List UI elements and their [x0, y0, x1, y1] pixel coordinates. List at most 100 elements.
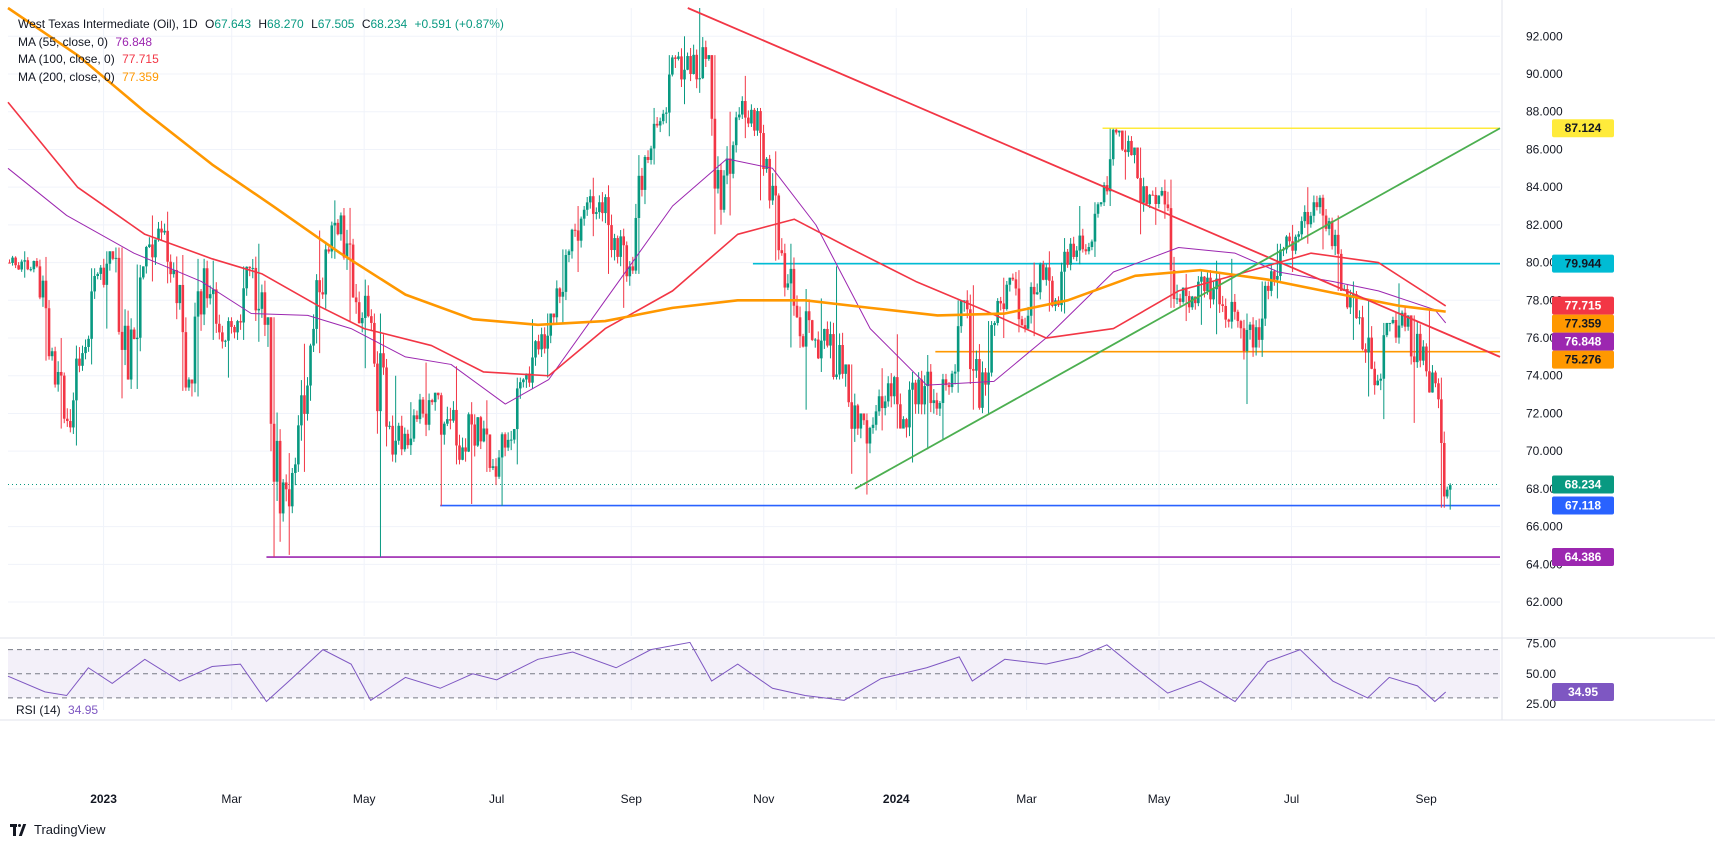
candle-body [342, 215, 346, 258]
candle-body [816, 339, 820, 359]
candle-body [196, 291, 200, 317]
candle-body [1327, 221, 1331, 229]
ohlc-close-key: C [361, 17, 371, 31]
candle-body [500, 434, 504, 458]
candle-body [798, 317, 802, 337]
candle-body [680, 56, 683, 80]
candle-body [1117, 130, 1121, 133]
ma100-legend-row[interactable]: MA (100, close, 0) 77.715 [18, 51, 504, 69]
candle-body [333, 222, 337, 226]
rsi-legend[interactable]: RSI (14) 34.95 [16, 703, 98, 717]
candle-body [576, 230, 580, 241]
candle-body [917, 379, 920, 405]
candle-body [823, 328, 826, 341]
rsi-tag [1552, 682, 1614, 701]
candle-body [701, 47, 705, 79]
trendlines [687, 7, 1501, 490]
candle-body [883, 401, 887, 409]
ohlc-high-value: 68.270 [267, 17, 304, 31]
price-change: +0.591 (+0.87%) [414, 17, 504, 31]
candle-body [792, 268, 796, 306]
candle-body [1224, 305, 1228, 320]
candle-body [740, 101, 744, 115]
candle-body [515, 388, 519, 430]
candle-body [145, 246, 148, 267]
candle-body [844, 364, 847, 374]
candle-body [397, 425, 400, 441]
candle-body [373, 322, 376, 364]
candle-body [1373, 368, 1376, 386]
candle-body [266, 317, 270, 325]
candle-body [485, 428, 489, 435]
candle-body [102, 267, 106, 285]
candle-body [747, 117, 750, 124]
candle-body [613, 238, 616, 251]
candle-body [616, 238, 619, 257]
candle-body [436, 392, 440, 396]
candle-body [1041, 264, 1045, 280]
candle-body [965, 300, 969, 310]
candle-body [75, 358, 78, 401]
candle-body [20, 261, 23, 270]
candle-body [868, 427, 872, 444]
candle-body [716, 170, 720, 189]
candle-body [1388, 322, 1392, 324]
price-tick-label: 82.000 [1526, 218, 1563, 232]
candle-body [591, 196, 595, 214]
ma200-legend-row[interactable]: MA (200, close, 0) 77.359 [18, 69, 504, 87]
price-tag-label: 75.276 [1565, 353, 1602, 367]
candle-body [327, 249, 331, 252]
candle-body [360, 317, 364, 324]
candle-body [753, 109, 756, 131]
candle-body [595, 212, 598, 214]
candle-body [446, 419, 449, 424]
candle-body [902, 419, 905, 429]
candle-body [1184, 287, 1188, 297]
candle-body [668, 74, 671, 113]
candle-body [348, 243, 352, 245]
candle-body [1178, 298, 1182, 302]
candle-body [728, 158, 732, 174]
candle-body [1181, 287, 1185, 302]
time-axis[interactable]: 2023 Mar May Jul Sep Nov 2024 Mar May Jul Sep [90, 792, 1437, 806]
candle-body [260, 292, 264, 309]
candle-body [1111, 129, 1115, 160]
price-tag [1552, 314, 1614, 333]
candle-body [640, 175, 644, 190]
candle-body [1148, 194, 1151, 205]
candle-body [932, 400, 936, 404]
price-tick-label: 66.000 [1526, 520, 1563, 534]
candle-body [561, 291, 565, 297]
candle-body [1035, 292, 1039, 295]
candle-body [1084, 249, 1088, 252]
candle-body [540, 334, 543, 350]
candle-body [269, 317, 273, 424]
candle-body [1382, 335, 1386, 379]
candle-body [227, 321, 230, 341]
time-tick-label: Mar [221, 792, 242, 806]
price-tick-label: 88.000 [1526, 105, 1563, 119]
candle-body [719, 170, 723, 210]
ma55-legend-row[interactable]: MA (55, close, 0) 76.848 [18, 34, 504, 52]
candle-body [661, 113, 665, 122]
candle-body [1005, 284, 1009, 310]
candle-body [604, 197, 607, 214]
candle-body [1434, 372, 1437, 384]
candle-body [1060, 271, 1063, 306]
candle-body [1415, 333, 1419, 363]
candle-body [689, 56, 692, 75]
price-tag [1552, 296, 1614, 315]
candle-body [841, 345, 844, 374]
candle-body [1346, 288, 1349, 308]
candle-body [1336, 234, 1340, 254]
candle-body [1230, 301, 1234, 322]
ohlc-close-value: 68.234 [370, 17, 408, 31]
candle-body [278, 440, 282, 514]
candle-body [1394, 319, 1398, 338]
candle-body [911, 382, 914, 390]
candle-body [944, 379, 948, 386]
candle-body [26, 260, 30, 270]
tradingview-logo[interactable]: TradingView [10, 822, 106, 837]
candle-body [534, 341, 537, 358]
